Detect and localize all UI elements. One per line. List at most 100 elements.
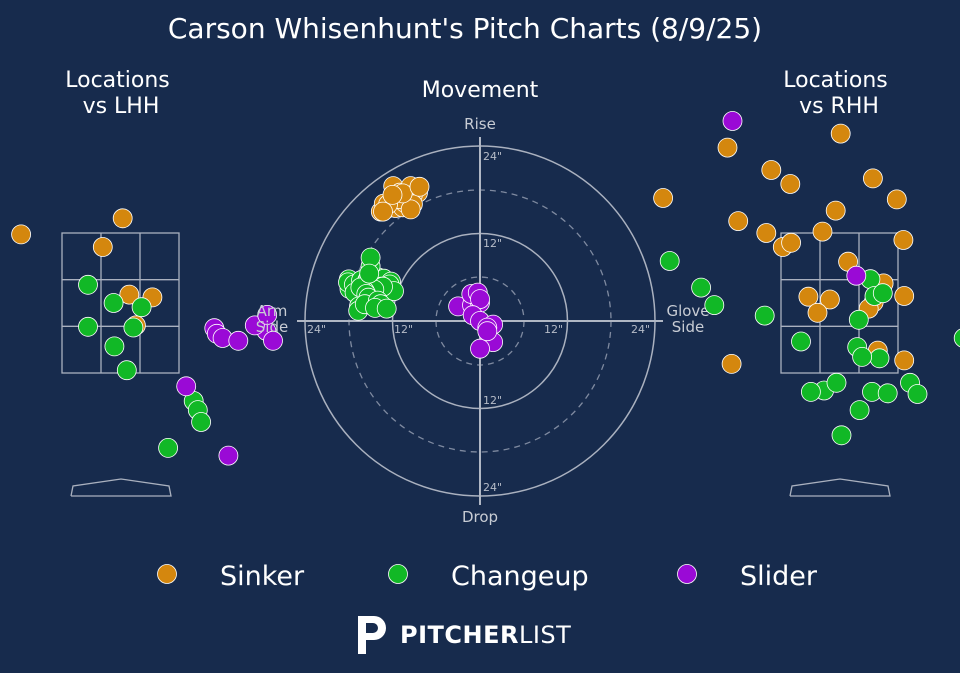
pitch-point-slider	[218, 445, 239, 466]
right-panel-title-line-1: Locations	[783, 68, 888, 93]
pitch-point-changeup	[191, 412, 212, 432]
pitch-point-sinker	[11, 224, 32, 245]
pitch-point-changeup	[791, 331, 811, 352]
pitch-point-sinker	[781, 232, 801, 253]
legend-marker-slider	[677, 564, 697, 584]
pitch-point-slider	[263, 330, 283, 351]
ring-label-right-24: 24"	[631, 323, 650, 336]
right-panel-title-line-2: vs RHH	[799, 94, 879, 119]
pitch-point-sinker	[119, 284, 140, 305]
wordmark-light: LIST	[518, 621, 572, 649]
legend: Sinker Changeup Slider	[157, 561, 818, 592]
pitch-point-changeup	[116, 360, 137, 381]
axis-label-glove-side: Glove Side	[666, 302, 709, 336]
pitch-point-sinker	[721, 353, 742, 374]
pitch-point-changeup	[754, 305, 775, 326]
pitch-point-changeup	[103, 293, 124, 313]
movement-point-sinker	[373, 201, 393, 222]
pitch-point-sinker	[92, 237, 113, 257]
pitcherlist-wordmark: PITCHERLIST	[400, 621, 571, 649]
pitch-point-changeup	[907, 384, 928, 404]
pitch-point-changeup	[877, 383, 898, 404]
pitch-point-changeup	[704, 295, 725, 316]
pitch-point-changeup	[801, 381, 821, 402]
pitch-point-changeup	[691, 277, 711, 298]
pitch-point-sinker	[728, 211, 749, 232]
pitch-point-changeup	[869, 348, 890, 369]
movement-point-sinker	[382, 184, 403, 205]
ring-labels: 24" 12" 12" 24" 24" 12" 12" 24"	[307, 150, 650, 494]
pitch-point-changeup	[78, 274, 98, 295]
axis-label-arm-side: Arm Side	[256, 302, 288, 336]
pitch-point-slider	[722, 111, 743, 131]
pitch-point-slider	[228, 330, 249, 351]
right-panel-title: Locations vs RHH	[783, 68, 895, 119]
left-panel-title-line-2: vs LHH	[83, 94, 160, 119]
pitch-point-changeup	[123, 317, 144, 338]
ring-label-bottom-24: 24"	[483, 481, 502, 494]
ring-label-top-24: 24"	[483, 150, 502, 163]
wordmark-bold: PITCHER	[400, 621, 519, 649]
pitch-point-slider	[257, 304, 278, 325]
movement-point-sinker	[400, 199, 421, 220]
legend-marker-sinker	[157, 564, 177, 584]
pitch-point-sinker	[894, 286, 915, 306]
pitch-point-changeup	[158, 437, 179, 458]
locations-vs-lhh-panel	[11, 208, 283, 497]
pitch-point-sinker	[761, 160, 782, 180]
ring-label-top-12: 12"	[483, 237, 502, 250]
figure-title: Carson Whisenhunt's Pitch Charts (8/9/25…	[168, 12, 762, 45]
pitch-point-sinker	[863, 168, 883, 189]
pitcherlist-logo: PITCHERLIST	[352, 612, 571, 658]
legend-label-sinker: Sinker	[220, 561, 305, 592]
pitch-point-sinker	[825, 200, 846, 221]
pitch-point-sinker	[812, 221, 833, 242]
ring-label-left-24: 24"	[307, 323, 326, 336]
pitch-point-changeup	[848, 309, 869, 330]
pitch-point-sinker	[112, 208, 133, 229]
pitch-point-sinker	[830, 123, 851, 144]
movement-point-changeup	[376, 298, 397, 319]
ring-label-right-12: 12"	[544, 323, 563, 336]
pitch-point-changeup	[104, 336, 125, 357]
movement-point-sinker	[409, 176, 430, 197]
pitch-point-sinker	[807, 302, 828, 323]
pitch-point-sinker	[653, 188, 673, 208]
pitch-point-sinker	[886, 189, 907, 210]
home-plate	[70, 478, 172, 497]
left-panel-title: Locations vs LHH	[65, 68, 177, 119]
pitch-point-changeup	[852, 346, 872, 367]
pitch-point-changeup	[78, 316, 98, 337]
left-pitch-points	[11, 208, 283, 466]
pitch-point-slider	[846, 265, 867, 286]
axis-label-rise: Rise	[464, 115, 496, 133]
locations-vs-rhh-panel	[653, 111, 960, 497]
pitch-point-changeup	[872, 283, 893, 304]
movement-panel: 24" 12" 12" 24" 24" 12" 12" 24" Rise Dro…	[256, 115, 710, 526]
legend-label-changeup: Changeup	[451, 561, 589, 592]
pitch-point-sinker	[717, 137, 738, 158]
pitch-point-changeup	[826, 372, 847, 393]
legend-marker-changeup	[388, 564, 408, 584]
ring-label-bottom-12: 12"	[483, 394, 502, 407]
left-panel-title-line-1: Locations	[65, 68, 170, 93]
movement-point-slider	[470, 338, 490, 359]
pitch-point-sinker	[780, 174, 801, 194]
pitch-point-changeup	[131, 297, 152, 318]
pitch-point-changeup	[659, 251, 680, 271]
movement-pitch-points	[338, 176, 504, 359]
right-pitch-points	[653, 111, 960, 446]
home-plate	[789, 478, 891, 497]
pitch-point-changeup	[831, 425, 852, 446]
pitch-point-sinker	[894, 350, 915, 371]
legend-label-slider: Slider	[740, 561, 818, 592]
pitch-point-sinker	[893, 230, 914, 250]
pitch-point-sinker	[820, 289, 840, 310]
axis-label-drop: Drop	[462, 508, 498, 526]
pitch-point-slider	[176, 376, 197, 397]
movement-point-slider	[477, 321, 498, 342]
pitch-point-changeup	[953, 328, 960, 348]
ring-label-left-12: 12"	[394, 323, 413, 336]
pitch-point-sinker	[798, 286, 819, 307]
